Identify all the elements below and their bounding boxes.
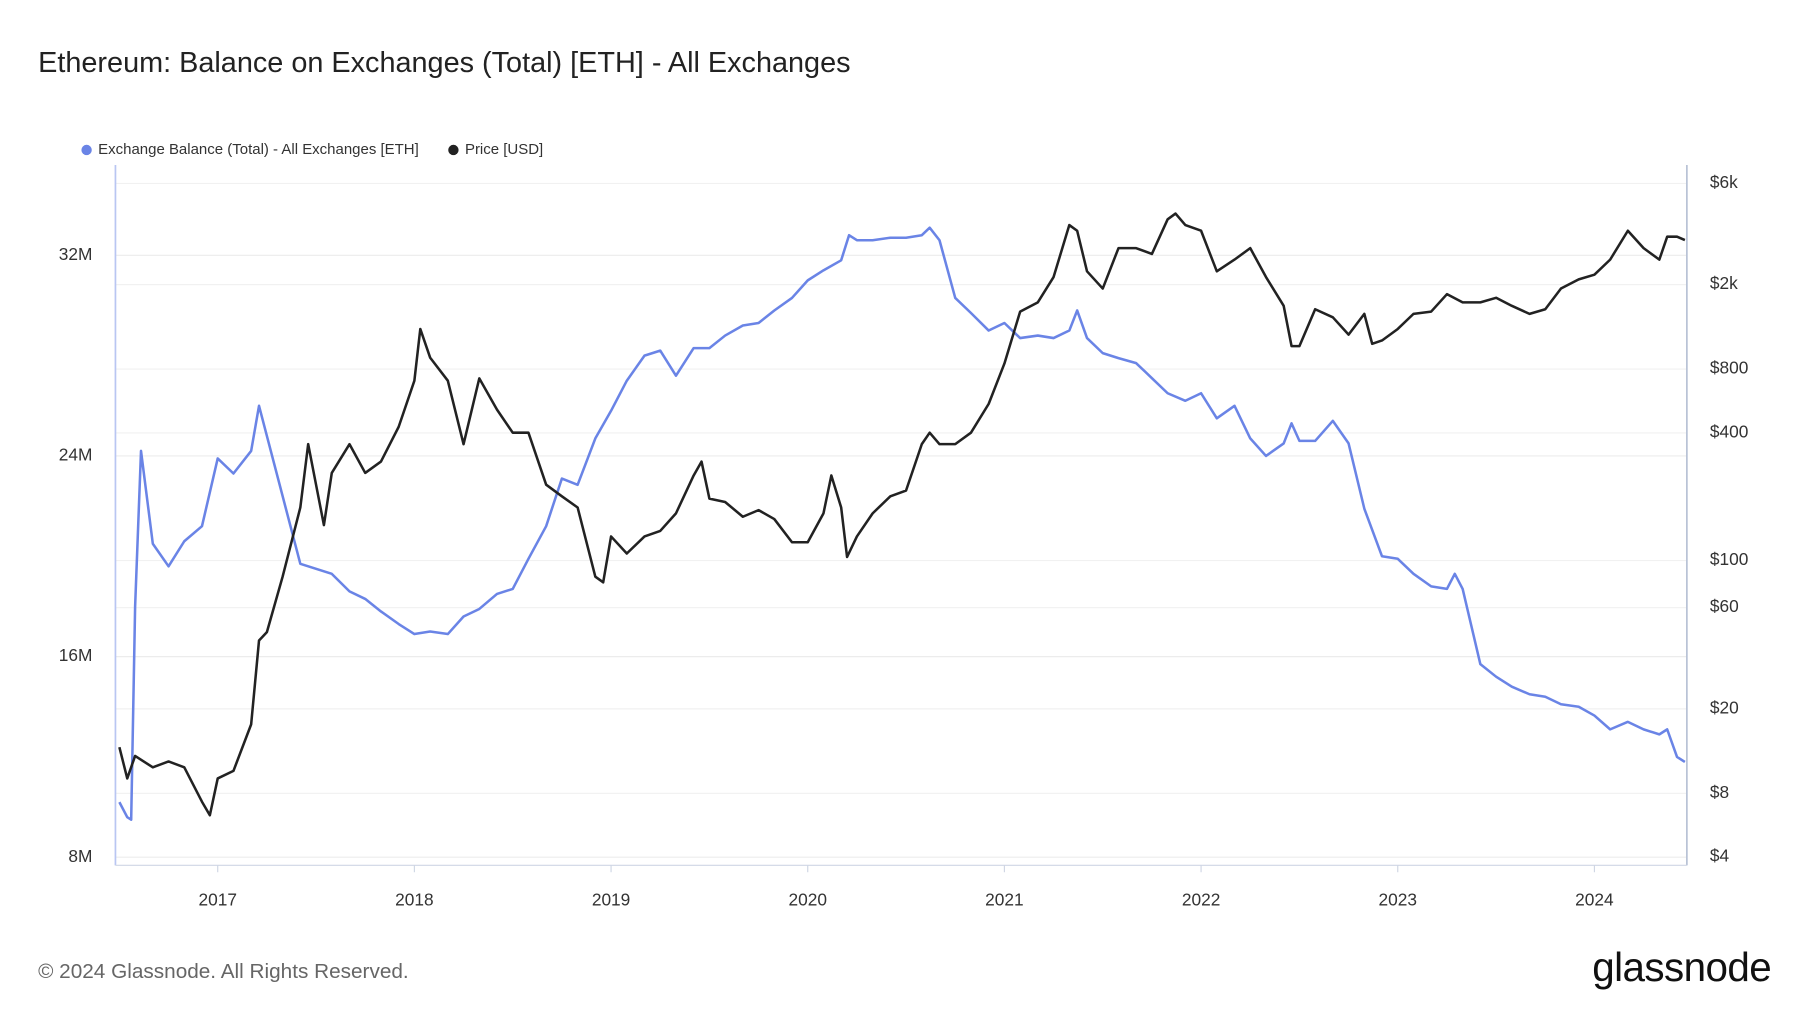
y2-tick-label: $60 [1710,596,1739,616]
x-tick-label: 2023 [1379,890,1417,910]
x-tick-label: 2022 [1182,890,1220,910]
y2-tick-label: $400 [1710,421,1748,441]
y-tick-label: 32M [59,244,93,264]
y2-tick-label: $2k [1710,273,1738,293]
legend-label: Exchange Balance (Total) - All Exchanges… [98,141,419,158]
legend-label: Price [USD] [465,141,543,158]
x-tick-label: 2021 [985,890,1023,910]
x-tick-label: 2020 [788,890,826,910]
chart-title: Ethereum: Balance on Exchanges (Total) [… [38,47,850,79]
x-tick-label: 2018 [395,890,433,910]
y2-tick-label: $6k [1710,172,1738,192]
y2-tick-label: $4 [1710,846,1730,866]
y2-tick-label: $8 [1710,782,1729,802]
series-line [118,212,1686,817]
y-tick-label: 16M [59,645,93,665]
legend: Exchange Balance (Total) - All Exchanges… [81,141,543,158]
y-tick-label: 24M [59,445,93,465]
plot-area [118,212,1686,821]
y2-tick-label: $20 [1710,697,1739,717]
y2-tick-label: $100 [1710,549,1748,569]
legend-swatch [81,144,92,156]
x-tick-label: 2024 [1575,890,1614,910]
y2-tick-label: $800 [1710,358,1748,378]
y-tick-label: 8M [68,846,92,866]
brand-logo: glassnode [1592,944,1771,990]
legend-swatch [448,144,459,156]
copyright: © 2024 Glassnode. All Rights Reserved. [38,960,409,983]
x-tick-label: 2017 [198,890,236,910]
x-tick-label: 2019 [592,890,630,910]
series-line [118,226,1686,821]
